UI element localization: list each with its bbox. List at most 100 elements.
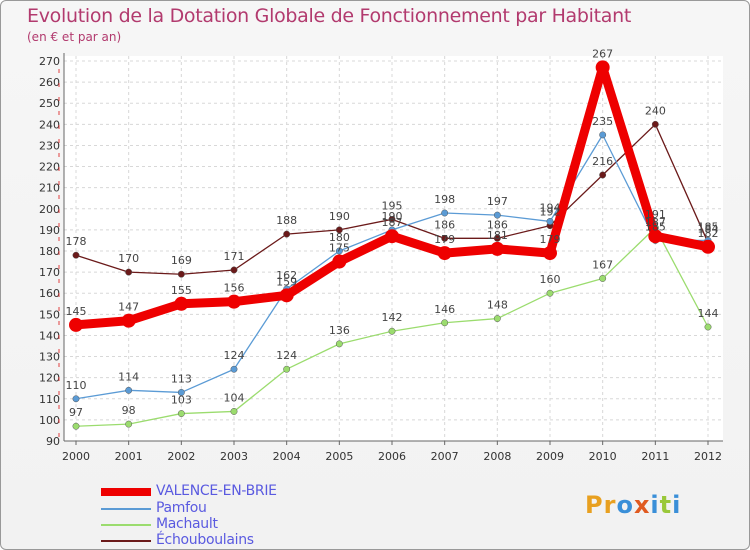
- data-label: 156: [224, 282, 245, 295]
- data-point: [599, 274, 607, 282]
- y-tick-label: 180: [39, 245, 60, 258]
- y-tick-label: 260: [39, 76, 60, 89]
- data-point: [125, 420, 133, 428]
- data-label: 159: [276, 275, 297, 288]
- x-tick-label: 2009: [536, 450, 564, 463]
- y-tick-label: 120: [39, 372, 60, 385]
- data-label: 179: [434, 233, 455, 246]
- data-label: 182: [698, 227, 719, 240]
- x-tick-label: 2003: [220, 450, 248, 463]
- data-point: [335, 340, 343, 348]
- data-point: [230, 266, 238, 274]
- data-label: 167: [592, 258, 613, 271]
- data-point: [283, 230, 291, 238]
- data-label: 178: [66, 235, 87, 248]
- y-tick-label: 190: [39, 224, 60, 237]
- data-point: [441, 209, 449, 217]
- data-point: [230, 365, 238, 373]
- y-tick-label: 240: [39, 118, 60, 131]
- data-label: 198: [434, 193, 455, 206]
- data-point: [546, 217, 554, 225]
- y-tick-label: 150: [39, 308, 60, 321]
- data-label: 267: [592, 47, 613, 60]
- data-label: 98: [122, 404, 136, 417]
- data-label: 180: [329, 231, 350, 244]
- data-label: 144: [698, 307, 719, 320]
- data-point: [177, 410, 185, 418]
- data-label: 188: [276, 214, 297, 227]
- data-label: 124: [224, 349, 245, 362]
- y-tick-label: 130: [39, 351, 60, 364]
- data-label: 170: [118, 252, 139, 265]
- y-tick-label: 250: [39, 97, 60, 110]
- data-label: 169: [171, 254, 192, 267]
- data-label: 240: [645, 104, 666, 117]
- data-point: [441, 319, 449, 327]
- logo-letter: i: [672, 491, 682, 519]
- data-point: [388, 327, 396, 335]
- line-chart: 90 100 110 120 130 140 150 160 170 180 190 200 210 22…: [39, 47, 723, 463]
- data-point: [72, 422, 80, 430]
- legend-swatch: [101, 540, 151, 542]
- data-point: [437, 246, 452, 261]
- data-label: 146: [434, 303, 455, 316]
- data-point: [493, 234, 501, 242]
- data-label: 197: [487, 195, 508, 208]
- y-tick-label: 170: [39, 266, 60, 279]
- data-point: [599, 131, 607, 139]
- data-point: [69, 317, 83, 332]
- grid: [64, 56, 723, 442]
- data-label: 114: [118, 370, 139, 383]
- data-label: 195: [382, 199, 403, 212]
- logo-letter: r: [603, 491, 617, 519]
- data-point: [279, 288, 294, 303]
- data-label: 235: [592, 115, 613, 128]
- data-label: 171: [224, 250, 245, 263]
- data-label: 147: [118, 301, 139, 314]
- data-point: [704, 323, 712, 331]
- data-label: 175: [329, 242, 350, 255]
- data-point: [543, 246, 557, 261]
- x-tick-label: 2005: [325, 450, 353, 463]
- legend-label: VALENCE-EN-BRIE: [156, 483, 277, 499]
- data-label: 162: [276, 269, 297, 282]
- y-tick-label: 90: [46, 435, 60, 448]
- data-label: 155: [171, 284, 192, 297]
- data-label: 97: [69, 406, 83, 419]
- x-tick-label: 2010: [589, 450, 617, 463]
- x-tick-label: 2007: [431, 450, 459, 463]
- data-point: [493, 211, 501, 219]
- data-label: 124: [276, 349, 297, 362]
- x-tick-label: 2002: [167, 450, 195, 463]
- data-label: 113: [171, 372, 192, 385]
- data-point: [177, 270, 185, 278]
- plot-area: [64, 56, 723, 441]
- legend-label: Pamfou: [156, 500, 207, 516]
- data-label: 185: [645, 220, 666, 233]
- data-label: 185: [698, 220, 719, 233]
- data-label: 190: [329, 210, 350, 223]
- data-point: [490, 241, 505, 256]
- data-point: [441, 234, 449, 242]
- y-tick-label: 110: [39, 393, 60, 406]
- data-label: 216: [592, 155, 613, 168]
- y-tick-label: 160: [39, 287, 60, 300]
- data-label: 184: [698, 223, 719, 236]
- data-point: [227, 294, 241, 309]
- x-tick-label: 2006: [378, 450, 406, 463]
- data-point: [546, 289, 554, 297]
- data-label: 148: [487, 299, 508, 312]
- data-point: [125, 386, 133, 394]
- legend-swatch: [101, 488, 151, 496]
- legend-swatch: [101, 508, 151, 510]
- data-point: [125, 268, 133, 276]
- y-tick-label: 210: [39, 182, 60, 195]
- logo-letter: t: [659, 491, 673, 519]
- data-point: [230, 407, 238, 415]
- data-point: [72, 251, 80, 259]
- x-tick-label: 2001: [115, 450, 143, 463]
- data-point: [335, 226, 343, 234]
- data-label: 194: [540, 201, 561, 214]
